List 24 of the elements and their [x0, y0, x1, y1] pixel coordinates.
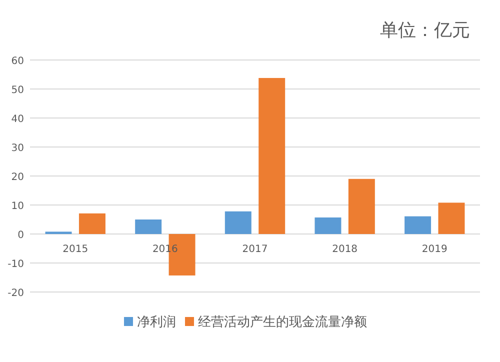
x-tick-label: 2018	[332, 244, 358, 255]
y-tick-label: 20	[11, 172, 24, 183]
bar	[135, 220, 162, 234]
bar	[348, 178, 375, 234]
y-tick-label: 60	[11, 56, 24, 67]
text: 单位：亿元	[380, 20, 470, 41]
bar	[224, 211, 252, 234]
y-tick-label: 50	[11, 85, 24, 96]
legend-label: 经营活动产生的现金流量净额	[198, 314, 367, 330]
y-tick-label: 0	[18, 230, 24, 241]
y-tick-label: -10	[8, 259, 24, 270]
bar	[404, 216, 432, 234]
bar	[438, 202, 465, 234]
x-tick-label: 2015	[62, 244, 88, 255]
bar	[314, 217, 342, 234]
bar	[78, 213, 106, 234]
y-tick-label: 40	[11, 114, 24, 125]
legend-label: 净利润	[137, 315, 176, 330]
bar	[258, 78, 286, 234]
y-tick-label: 10	[11, 201, 24, 212]
x-tick-label: 2017	[242, 244, 268, 255]
y-tick-label: 30	[11, 143, 24, 154]
x-tick-label: 2019	[422, 244, 448, 255]
y-tick-label: -20	[8, 288, 24, 299]
